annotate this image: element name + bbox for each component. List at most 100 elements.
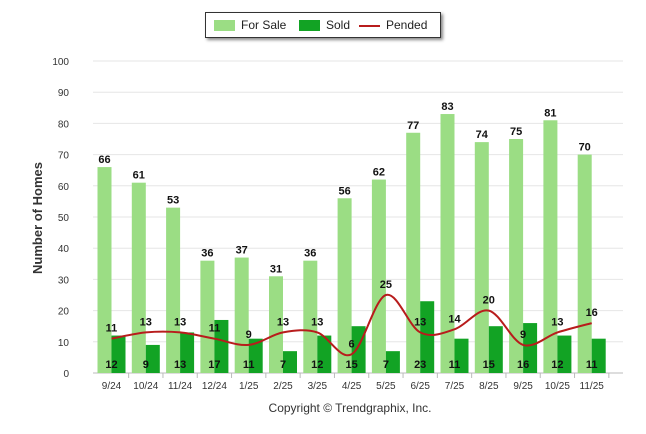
sold-bar [145,344,160,373]
y-tick-label: 40 [58,244,70,255]
legend-label-pended: Pended [386,18,428,32]
x-tick-label: 10/25 [545,381,570,392]
x-tick-label: 5/25 [376,381,396,392]
sold-bar [214,319,229,373]
pended-value-label: 11 [209,323,221,335]
sold-value-label: 12 [551,359,563,371]
for-sale-bar [371,179,386,373]
y-tick-label: 20 [58,307,70,318]
for-sale-value-label: 81 [544,107,556,119]
for-sale-bars [97,114,592,373]
pended-value-label: 6 [349,338,355,350]
x-tick-label: 10/24 [133,381,158,392]
y-tick-label: 10 [58,338,70,349]
x-axis-ticks: 9/24 10/24 11/24 12/24 1/25 2/25 3/25 4/25 5/25 6… [102,373,610,392]
pended-line-group [111,293,592,357]
sold-value-label: 13 [174,359,186,371]
for-sale-bar [303,260,318,373]
x-tick-label: 1/25 [239,381,259,392]
for-sale-value-label: 56 [338,185,350,197]
for-sale-bar [543,120,558,373]
sold-bar [180,332,195,373]
sold-bar [454,338,469,373]
sold-value-label: 16 [517,359,529,371]
pended-value-label: 14 [448,313,461,325]
sold-value-label: 9 [143,359,149,371]
sold-bar [420,301,435,373]
for-sale-value-label: 37 [236,245,248,257]
for-sale-swatch [214,20,235,31]
sold-value-label: 12 [105,359,117,371]
for-sale-bar [131,182,146,373]
for-sale-value-label: 61 [133,170,145,182]
y-tick-label: 90 [58,88,70,99]
for-sale-bar [97,167,112,373]
sold-bar [111,335,126,373]
x-tick-label: 11/25 [580,381,605,392]
for-sale-bar [509,139,524,373]
pended-value-label: 13 [174,316,186,328]
y-tick-label: 0 [63,369,69,380]
for-sale-bar [337,198,352,373]
for-sale-value-label: 31 [270,263,282,275]
for-sale-bar [440,114,455,373]
pended-swatch [359,25,380,27]
for-sale-value-label: 75 [510,126,522,138]
y-axis-ticks: 0 10 20 30 40 50 60 70 80 90 100 [52,57,69,380]
for-sale-value-label: 62 [373,167,385,179]
sold-value-label: 17 [208,359,220,371]
y-axis-label: Number of Homes [30,162,45,274]
pended-value-label: 9 [246,329,252,341]
pended-value-label: 20 [483,295,495,307]
legend-label-for-sale: For Sale [241,18,287,32]
sold-value-label: 7 [280,359,286,371]
for-sale-value-label: 77 [407,120,419,132]
pended-value-label: 13 [277,316,289,328]
sold-bar [488,326,503,373]
pended-value-label: 13 [311,316,323,328]
for-sale-value-label: 53 [167,195,179,207]
sold-value-label: 11 [449,359,461,371]
sold-value-label: 11 [586,359,598,371]
x-tick-label: 6/25 [410,381,430,392]
for-sale-bar [200,260,215,373]
sold-value-label: 15 [483,359,495,371]
x-tick-label: 9/24 [102,381,122,392]
sold-value-label: 23 [414,359,426,371]
for-sale-value-label: 83 [441,101,453,113]
x-tick-label: 11/24 [168,381,193,392]
x-tick-label: 9/25 [513,381,533,392]
for-sale-bar [269,276,283,373]
y-tick-label: 100 [52,57,69,68]
pended-value-label: 9 [520,329,526,341]
pended-value-label: 13 [414,316,426,328]
sold-value-label: 15 [345,359,357,371]
pended-line [111,293,592,357]
pended-value-label: 11 [106,323,118,335]
y-tick-label: 70 [58,151,70,162]
legend: For Sale Sold Pended [205,12,441,38]
for-sale-value-label: 74 [476,129,489,141]
sold-value-label: 11 [243,359,255,371]
sold-bar [523,323,538,373]
y-tick-label: 80 [58,119,70,130]
pended-value-label: 13 [140,316,152,328]
for-sale-bar [166,207,181,373]
for-sale-bar [577,154,592,373]
sold-bar [283,351,297,373]
for-sale-value-label: 36 [201,248,213,260]
sold-bar [385,351,400,373]
sold-bar [557,335,572,373]
x-tick-label: 4/25 [342,381,362,392]
x-tick-label: 7/25 [445,381,465,392]
for-sale-bar [406,132,421,373]
pended-value-label: 25 [380,279,392,291]
for-sale-value-label: 36 [304,248,316,260]
sold-bar [248,338,263,373]
sold-swatch [299,20,320,31]
y-tick-label: 30 [58,275,70,286]
pended-value-label: 16 [586,307,598,319]
sold-value-label: 12 [311,359,323,371]
pended-value-label: 13 [551,316,563,328]
